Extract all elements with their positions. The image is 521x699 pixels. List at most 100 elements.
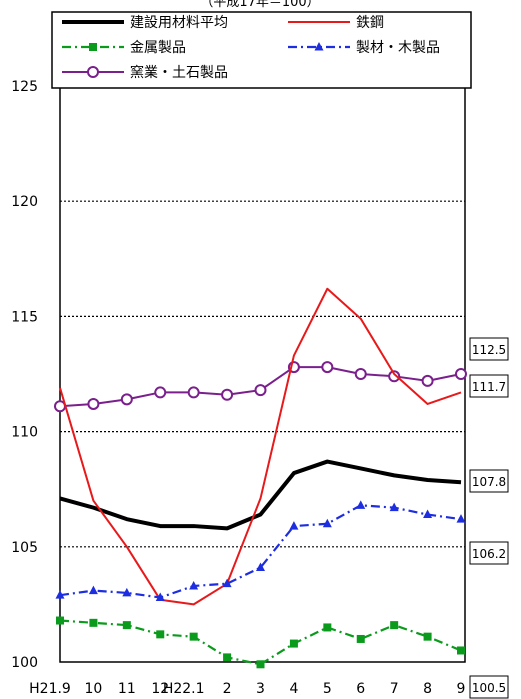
end-label-box bbox=[469, 337, 509, 361]
data-point-marker bbox=[254, 384, 267, 397]
end-labels: 112.5 111.7 107.8 106.2 100.5 bbox=[469, 337, 509, 699]
x-tick-label: 5 bbox=[323, 681, 332, 697]
end-label: 111.7 bbox=[469, 374, 509, 398]
data-point-marker bbox=[56, 616, 64, 625]
end-label-box bbox=[469, 675, 509, 699]
end-label: 112.5 bbox=[469, 337, 509, 361]
y-tick-label: 110 bbox=[11, 425, 38, 441]
data-point-marker bbox=[289, 639, 298, 648]
legend-label: 製材・木製品 bbox=[356, 40, 440, 56]
legend-label: 窯業・土石製品 bbox=[130, 64, 228, 81]
data-point-marker bbox=[321, 361, 334, 374]
y-tick-label: 115 bbox=[11, 309, 38, 325]
legend-label: 建設用材料平均 bbox=[130, 15, 228, 31]
data-point-marker bbox=[388, 370, 401, 383]
legend-label: 鉄鋼 bbox=[356, 15, 384, 31]
y-tick-label: 125 bbox=[11, 79, 38, 95]
end-label-box bbox=[469, 541, 509, 565]
end-label-box bbox=[469, 469, 509, 493]
data-point-marker bbox=[120, 393, 133, 406]
data-point-marker bbox=[222, 578, 232, 588]
legend-item: 鉄鋼 bbox=[288, 15, 384, 31]
data-point-marker bbox=[323, 623, 332, 632]
data-point-marker bbox=[354, 368, 367, 380]
x-tick-label: H21.9 bbox=[29, 681, 71, 697]
x-tick-label: 6 bbox=[356, 681, 365, 697]
data-point-marker bbox=[155, 592, 165, 601]
data-point-marker bbox=[189, 580, 199, 590]
y-tick-label: 100 bbox=[11, 655, 38, 671]
legend-item: 窯業・土石製品 bbox=[62, 64, 228, 81]
data-point-marker bbox=[223, 653, 232, 662]
legend-item: 建設用材料平均 bbox=[62, 15, 228, 31]
data-point-marker bbox=[356, 500, 366, 509]
data-point-marker bbox=[356, 634, 365, 643]
gridlines bbox=[60, 200, 465, 548]
series-3 bbox=[55, 500, 466, 601]
data-point-marker bbox=[156, 630, 165, 639]
legend-box bbox=[51, 11, 472, 89]
x-tick-label: 9 bbox=[457, 681, 466, 697]
series-0 bbox=[59, 459, 462, 531]
x-tick-label: H22.1 bbox=[163, 681, 205, 697]
plot-area bbox=[59, 85, 466, 663]
x-tick-label: 11 bbox=[118, 681, 136, 697]
end-label-value: 100.5 bbox=[472, 681, 506, 695]
legend-item: 製材・木製品 bbox=[288, 40, 440, 56]
data-point-marker bbox=[87, 66, 99, 78]
data-point-marker bbox=[456, 514, 466, 523]
legend-item: 金属製品 bbox=[62, 40, 186, 56]
series-2 bbox=[56, 616, 465, 669]
data-point-marker bbox=[87, 397, 100, 410]
data-point-marker bbox=[256, 660, 265, 669]
series-1 bbox=[59, 287, 462, 606]
data-point-marker bbox=[390, 621, 399, 630]
data-point-marker bbox=[423, 632, 432, 641]
end-label: 107.8 bbox=[469, 469, 509, 493]
y-tick-label: 105 bbox=[11, 540, 38, 556]
y-axis-ticks: 100 105 110 115 120 125 bbox=[11, 79, 38, 671]
x-tick-label: 10 bbox=[85, 681, 103, 697]
end-label: 106.2 bbox=[469, 541, 509, 565]
data-point-marker bbox=[455, 368, 467, 380]
end-label-value: 112.5 bbox=[472, 343, 506, 357]
data-point-marker bbox=[322, 518, 332, 528]
chart-title: （平成17年＝100） bbox=[200, 0, 319, 10]
x-tick-label: 3 bbox=[256, 681, 265, 697]
series-line bbox=[59, 287, 462, 606]
data-point-marker bbox=[457, 646, 465, 655]
data-point-marker bbox=[314, 42, 324, 51]
x-tick-label: 12 bbox=[151, 681, 169, 697]
end-label-value: 106.2 bbox=[472, 547, 506, 561]
end-label-box bbox=[469, 374, 509, 398]
y-tick-label: 120 bbox=[11, 194, 38, 210]
data-point-marker bbox=[122, 621, 131, 630]
series-4 bbox=[54, 361, 467, 413]
end-label-value: 107.8 bbox=[472, 475, 506, 489]
end-label: 100.5 bbox=[469, 675, 509, 699]
x-tick-label: 4 bbox=[289, 681, 298, 697]
data-point-marker bbox=[189, 632, 198, 641]
data-point-marker bbox=[88, 585, 98, 595]
x-tick-label: 2 bbox=[223, 681, 232, 697]
data-point-marker bbox=[221, 388, 234, 401]
data-point-marker bbox=[89, 43, 97, 51]
data-point-marker bbox=[423, 509, 433, 519]
data-point-marker bbox=[421, 374, 434, 387]
data-point-marker bbox=[389, 502, 399, 512]
x-tick-label: 7 bbox=[390, 681, 399, 697]
x-tick-label: 8 bbox=[423, 681, 432, 697]
data-point-marker bbox=[256, 562, 265, 572]
series-layer bbox=[54, 287, 467, 669]
data-point-marker bbox=[89, 618, 98, 627]
data-point-marker bbox=[55, 590, 65, 599]
data-point-marker bbox=[154, 386, 167, 399]
data-point-marker bbox=[289, 521, 299, 530]
data-point-marker bbox=[122, 587, 132, 597]
legend-label: 金属製品 bbox=[130, 40, 186, 56]
end-label-value: 111.7 bbox=[472, 380, 506, 394]
series-line bbox=[59, 459, 462, 531]
